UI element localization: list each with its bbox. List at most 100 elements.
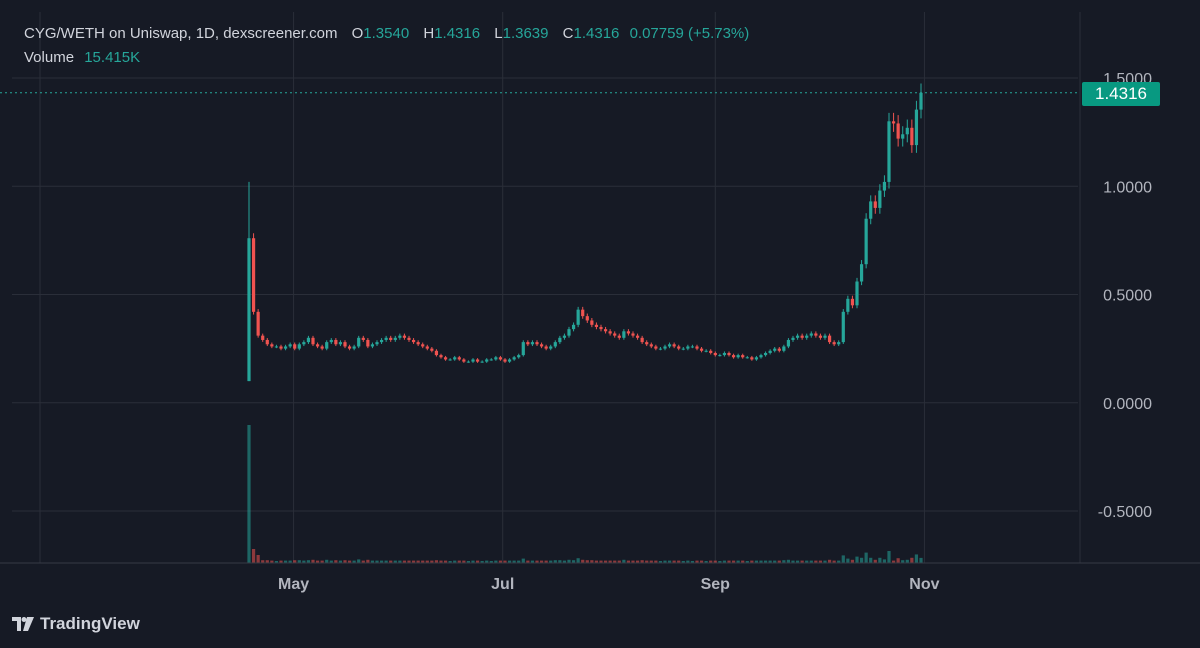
volume-bar xyxy=(288,560,292,563)
candle-body xyxy=(613,333,617,336)
volume-bar xyxy=(425,560,429,563)
candle-body xyxy=(658,348,663,350)
candle-body xyxy=(681,348,685,350)
volume-bar xyxy=(704,561,708,563)
candle-body xyxy=(462,359,466,362)
candle-body xyxy=(631,333,635,336)
volume-bar xyxy=(617,560,621,563)
volume-bar xyxy=(352,560,356,563)
volume-bar xyxy=(855,556,859,563)
volume-bar xyxy=(370,560,375,563)
volume-bar xyxy=(462,560,466,563)
candle-body xyxy=(434,350,439,356)
high-value: 1.4316 xyxy=(434,25,481,42)
candle-body xyxy=(265,339,269,345)
volume-bar xyxy=(517,560,521,563)
volume-bar xyxy=(521,558,525,563)
candle-body xyxy=(439,355,443,358)
y-tick-label: 1.0000 xyxy=(1103,179,1152,196)
volume-bar xyxy=(658,561,663,563)
candle-body xyxy=(274,346,279,348)
volume-bar xyxy=(379,560,384,563)
volume-bar xyxy=(690,561,695,563)
candle-body xyxy=(786,339,791,347)
volume-bar xyxy=(649,560,653,563)
volume-bar xyxy=(544,560,548,563)
volume-bar xyxy=(338,560,343,563)
open-label: O xyxy=(351,25,364,42)
candle-body xyxy=(800,335,804,338)
candle-body xyxy=(795,335,800,338)
candle-body xyxy=(878,190,882,208)
volume-bar xyxy=(722,560,727,563)
candle-body xyxy=(288,344,292,347)
volume-bar xyxy=(663,560,667,563)
volume-bar xyxy=(489,561,493,563)
volume-bar xyxy=(293,560,297,563)
volume-bar xyxy=(306,560,311,563)
candle-body xyxy=(869,201,873,219)
volume-bar xyxy=(773,560,777,563)
candle-body xyxy=(640,337,644,343)
volume-bar xyxy=(681,561,685,563)
volume-bar xyxy=(631,560,635,563)
candle-body xyxy=(754,357,759,360)
volume-bar xyxy=(343,560,347,563)
candle-body xyxy=(425,346,429,349)
candle-body xyxy=(361,337,365,340)
candle-body xyxy=(329,339,333,343)
volume-bar xyxy=(594,560,599,563)
x-tick-label: Nov xyxy=(909,576,939,593)
volume-bar xyxy=(402,560,407,563)
volume-bar xyxy=(859,557,864,563)
candle-body xyxy=(850,298,855,306)
volume-bar xyxy=(494,560,498,563)
candle-body xyxy=(841,311,845,343)
candle-body xyxy=(393,337,397,340)
candle-body xyxy=(379,339,384,343)
candle-body xyxy=(334,339,338,345)
candle-body xyxy=(805,335,809,338)
candle-body xyxy=(818,335,823,338)
volume-bar xyxy=(571,560,576,563)
candle-body xyxy=(709,350,713,353)
brand-name: TradingView xyxy=(40,614,140,633)
volume-bar xyxy=(320,560,324,563)
candle-body xyxy=(603,329,608,332)
candle-body xyxy=(599,326,603,330)
candle-body xyxy=(722,352,727,356)
candle-body xyxy=(293,344,297,349)
candle-body xyxy=(727,352,731,356)
candle-body xyxy=(654,346,658,349)
candle-body xyxy=(823,335,827,338)
volume-bar xyxy=(439,560,443,563)
candle-body xyxy=(503,359,507,362)
volume-bar xyxy=(329,560,333,563)
volume-bar xyxy=(558,560,562,563)
candle-body xyxy=(791,337,795,340)
candle-body xyxy=(626,331,631,334)
volume-bar xyxy=(434,560,439,563)
volume-bar xyxy=(626,560,631,563)
x-tick-label: May xyxy=(278,576,309,593)
candle-body xyxy=(494,357,498,360)
y-tick-label: 0.5000 xyxy=(1103,288,1152,305)
volume-bar xyxy=(274,561,279,563)
volume-bar xyxy=(869,557,873,563)
volume-bar xyxy=(562,560,567,563)
tradingview-logo[interactable]: TradingView xyxy=(12,614,140,634)
volume-bar xyxy=(887,551,891,563)
candle-body xyxy=(370,344,375,347)
candle-body xyxy=(283,346,288,349)
volume-bar xyxy=(754,560,759,563)
volume-bar xyxy=(832,560,836,563)
candle-body xyxy=(247,238,251,382)
candles xyxy=(247,83,923,382)
candle-body xyxy=(343,342,347,347)
candle-body xyxy=(736,355,740,358)
volume-bar xyxy=(910,557,914,563)
volume-bar xyxy=(448,561,452,563)
